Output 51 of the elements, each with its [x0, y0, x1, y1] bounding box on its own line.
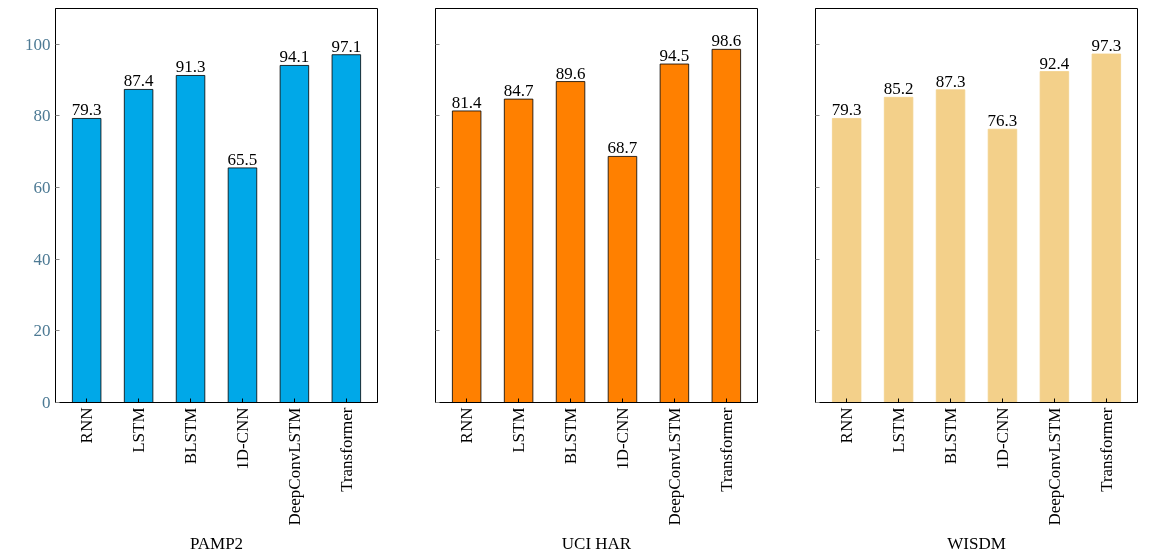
data-label: 81.4	[451, 92, 483, 112]
data-label: 84.7	[503, 81, 534, 101]
data-label: 91.3	[175, 57, 206, 77]
y-tick-label: 60	[33, 178, 51, 198]
x-axis-title: UCI HAR	[561, 533, 632, 553]
y-tick-label: 80	[33, 106, 51, 126]
x-tick-label: 1D-CNN	[992, 407, 1012, 470]
bar	[987, 128, 1018, 403]
x-tick-label: Transformer	[716, 407, 736, 492]
x-tick-label: LSTM	[509, 407, 529, 453]
data-label: 79.3	[831, 100, 862, 120]
data-label: 94.1	[279, 47, 310, 67]
y-tick-label: 20	[33, 321, 51, 341]
x-tick-label: BLSTM	[561, 407, 581, 465]
bar	[831, 118, 862, 403]
x-tick-label: BLSTM	[181, 407, 201, 465]
x-tick-label: 1D-CNN	[612, 407, 632, 470]
x-tick-label: DeepConvLSTM	[664, 407, 684, 526]
data-label: 87.4	[123, 71, 154, 91]
data-label: 76.3	[987, 111, 1018, 131]
x-tick-label: Transformer	[336, 407, 356, 492]
x-tick-label: Transformer	[1096, 407, 1116, 492]
bar	[1039, 71, 1070, 403]
x-tick-label: BLSTM	[941, 407, 961, 465]
bar	[1091, 53, 1122, 403]
x-tick-label: LSTM	[129, 407, 149, 453]
data-label: 94.5	[659, 46, 690, 66]
x-tick-label: RNN	[457, 407, 477, 444]
y-tick-label: 0	[42, 393, 51, 412]
data-label: 92.4	[1039, 53, 1070, 73]
data-label: 87.3	[935, 71, 966, 91]
data-label: 79.3	[71, 100, 102, 120]
x-tick-label: 1D-CNN	[232, 407, 252, 470]
data-label: 97.3	[1091, 35, 1122, 55]
x-axis-title: PAMP2	[189, 533, 244, 553]
data-label: 98.6	[711, 31, 742, 51]
data-label: 89.6	[555, 63, 586, 83]
bar	[883, 96, 914, 403]
data-label: 97.1	[331, 36, 362, 56]
x-tick-label: LSTM	[889, 407, 909, 453]
y-tick-label: 40	[33, 249, 51, 269]
data-label: 85.2	[883, 79, 914, 99]
data-label: 65.5	[227, 149, 258, 169]
x-tick-label: RNN	[837, 407, 857, 444]
x-tick-label: DeepConvLSTM	[1044, 407, 1064, 526]
data-label: 68.7	[607, 138, 638, 158]
bar	[935, 89, 966, 403]
y-tick-label: 100	[25, 34, 51, 54]
x-tick-label: DeepConvLSTM	[284, 407, 304, 526]
x-axis-title: WISDM	[947, 533, 1006, 553]
x-tick-label: RNN	[77, 407, 97, 444]
